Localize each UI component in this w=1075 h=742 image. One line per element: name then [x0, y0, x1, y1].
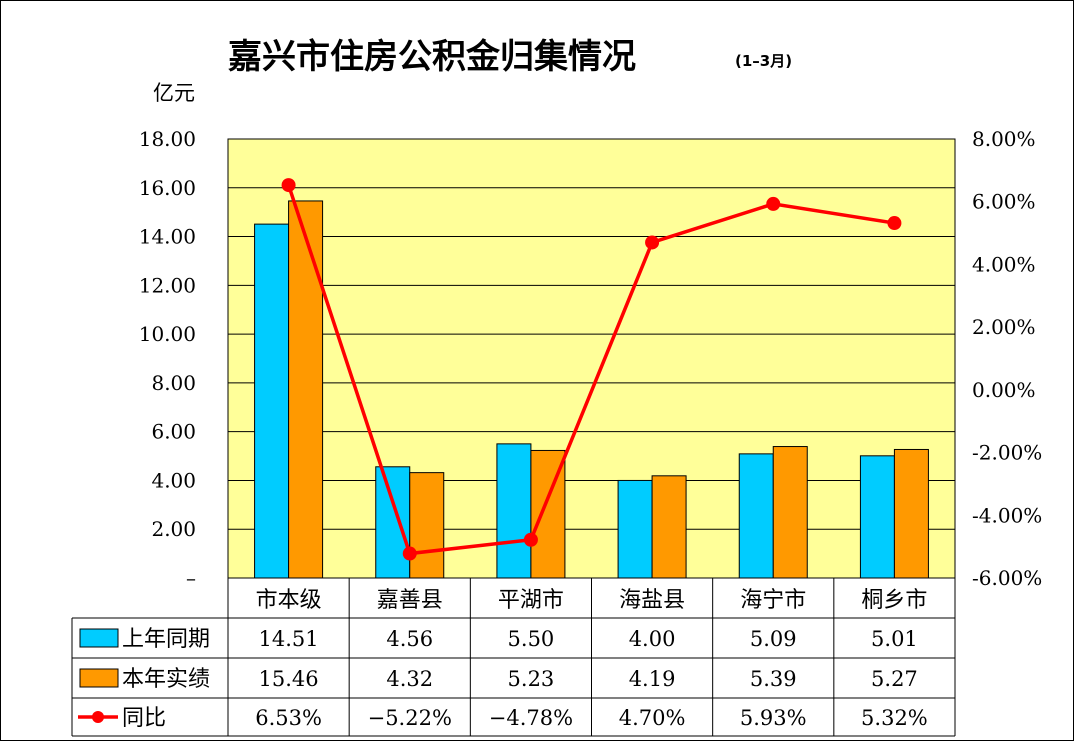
table-cell: 4.00: [629, 627, 676, 651]
left-tick-label: 10.00: [139, 322, 196, 346]
table-cell: 14.51: [259, 627, 319, 651]
right-tick-label: -2.00%: [972, 441, 1042, 465]
table-cell: −4.78%: [489, 706, 573, 730]
bar: [496, 443, 532, 579]
left-tick-label: 2.00: [151, 517, 196, 541]
right-tick-label: 4.00%: [972, 252, 1036, 276]
plot-area: [227, 138, 956, 579]
yoy-marker: [523, 532, 538, 547]
bar: [409, 472, 445, 579]
table-cell: 4.19: [629, 667, 676, 691]
category-label: 海宁市: [740, 588, 806, 613]
bar: [288, 200, 324, 579]
left-tick-label: 4.00: [151, 468, 196, 492]
legend-swatch: [79, 668, 119, 688]
yoy-marker: [766, 196, 781, 211]
yoy-marker: [887, 216, 902, 231]
category-label: 嘉善县: [377, 588, 443, 613]
yoy-marker: [645, 235, 660, 250]
legend-label: 本年实绩: [122, 667, 210, 692]
left-tick-label: 18.00: [139, 127, 196, 151]
plot-background: [228, 139, 955, 578]
legend-label: 同比: [122, 706, 166, 731]
category-label: 平湖市: [498, 588, 564, 613]
axis-ticks: – 2.00 4.00 6.00 8.00 10.00 12.00 14.00 16.00 18.…: [139, 127, 1043, 590]
right-tick-label: -4.00%: [972, 503, 1042, 527]
legend-label: 上年同期: [122, 627, 210, 652]
table-cell: 5.32%: [861, 706, 928, 730]
right-tick-label: -6.00%: [972, 566, 1042, 590]
right-tick-label: 6.00%: [972, 190, 1036, 214]
chart-subtitle: (1–3月): [735, 52, 792, 70]
bar: [617, 479, 653, 579]
left-tick-label: 12.00: [139, 273, 196, 297]
table-cell: 15.46: [259, 667, 319, 691]
legend-marker: [92, 711, 104, 723]
table-cell: 5.50: [508, 627, 555, 651]
bar: [738, 453, 774, 579]
table-cell: 4.56: [386, 627, 433, 651]
table-cell: 5.39: [750, 667, 797, 691]
category-label: 海盐县: [619, 588, 685, 613]
category-label: 市本级: [256, 588, 322, 613]
table-cell: 5.01: [871, 627, 918, 651]
left-axis-unit: 亿元: [153, 81, 195, 105]
yoy-marker: [281, 178, 296, 193]
bar: [651, 475, 687, 579]
chart-title: 嘉兴市住房公积金归集情况: [228, 37, 636, 77]
left-tick-label: 8.00: [151, 371, 196, 395]
legend-swatch: [79, 628, 119, 648]
bar: [859, 455, 895, 579]
bar: [893, 448, 929, 579]
left-tick-label: 6.00: [151, 420, 196, 444]
table-cell: 5.09: [750, 627, 797, 651]
category-label: 桐乡市: [861, 588, 927, 613]
right-tick-label: 0.00%: [972, 378, 1036, 402]
table-cell: −5.22%: [368, 706, 452, 730]
bar: [375, 466, 411, 579]
bar: [254, 223, 290, 579]
right-tick-label: 2.00%: [972, 315, 1036, 339]
table-cell: 5.27: [871, 667, 918, 691]
right-tick-label: 8.00%: [972, 127, 1036, 151]
bar: [772, 446, 808, 579]
left-tick-label: –: [186, 566, 196, 590]
table-cell: 6.53%: [255, 706, 322, 730]
left-tick-label: 16.00: [139, 176, 196, 200]
yoy-marker: [402, 546, 417, 561]
table-cell: 5.93%: [740, 706, 807, 730]
table-cell: 4.70%: [619, 706, 686, 730]
left-tick-label: 14.00: [139, 225, 196, 249]
table-cell: 4.32: [386, 667, 433, 691]
table-cell: 5.23: [508, 667, 555, 691]
yoy-line: [286, 184, 895, 556]
